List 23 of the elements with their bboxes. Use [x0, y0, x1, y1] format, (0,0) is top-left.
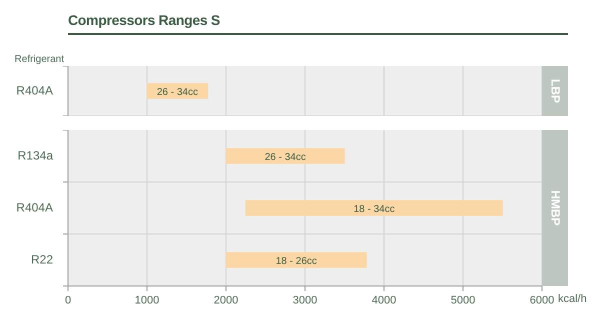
x-tick-label: 0	[64, 294, 72, 307]
x-tick-label: 1000	[134, 294, 160, 307]
annotation: 18 - 26cc	[276, 256, 317, 267]
y-tick-label: R22	[30, 252, 54, 266]
chart-title: Compressors Ranges S	[68, 12, 568, 35]
text: LBP	[548, 79, 563, 103]
y-tick-label: R404A	[16, 83, 53, 98]
bar	[226, 148, 345, 164]
x-tick-label: 5000	[450, 294, 476, 307]
x-axis-title: kcal/h	[558, 293, 587, 306]
bar	[226, 252, 367, 268]
x-tick-label: 3000	[292, 294, 318, 307]
annotation: 18 - 34cc	[354, 204, 395, 215]
x-tick-label: 2000	[214, 294, 238, 307]
x-tick-label: 6000	[530, 294, 554, 307]
annotation: 26 - 34cc	[264, 152, 306, 163]
y-axis-title: Refrigerant	[14, 54, 64, 65]
annotation: 26 - 34cc	[156, 86, 198, 98]
bar	[245, 200, 503, 216]
x-tick-label: 4000	[372, 294, 396, 307]
y-tick-label: R134a	[18, 148, 54, 162]
text: HMBP	[548, 190, 563, 226]
y-tick-label: R404A	[16, 200, 53, 214]
